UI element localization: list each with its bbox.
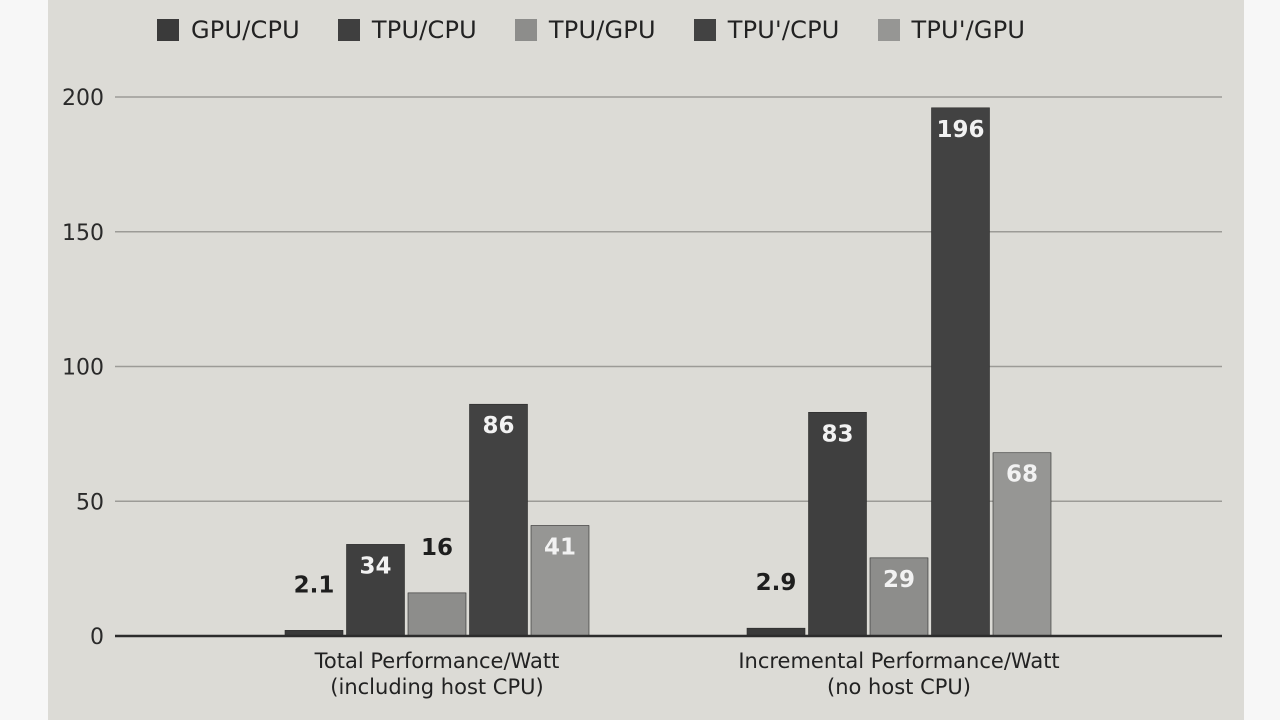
legend-item-tpu-cpu: TPU/CPU xyxy=(337,16,477,44)
legend-label: TPU'/CPU xyxy=(727,16,840,44)
legend-item-tpu-gpu: TPU/GPU xyxy=(514,16,656,44)
y-tick-label: 100 xyxy=(62,356,104,381)
data-label: 86 xyxy=(482,413,514,439)
data-label: 16 xyxy=(421,535,453,561)
data-label: 29 xyxy=(883,567,915,593)
legend-label: TPU/CPU xyxy=(371,16,477,44)
y-tick-label: 0 xyxy=(90,625,104,650)
bar xyxy=(530,525,590,637)
x-category-label: (no host CPU) xyxy=(827,675,971,699)
legend: GPU/CPU TPU/CPU TPU/GPU TPU'/CPU TPU'/GP… xyxy=(157,16,1025,44)
bar xyxy=(931,107,990,637)
bar xyxy=(869,557,929,637)
legend-swatch xyxy=(337,19,360,41)
bar xyxy=(407,592,467,637)
legend-item-gpu-cpu: GPU/CPU xyxy=(157,16,300,44)
bar xyxy=(469,403,528,637)
legend-label: TPU'/GPU xyxy=(911,16,1026,44)
x-category-label: Incremental Performance/Watt xyxy=(738,649,1059,673)
legend-swatch xyxy=(877,19,900,41)
legend-item-tpu-prime-cpu: TPU'/CPU xyxy=(693,16,840,44)
y-tick-label: 50 xyxy=(76,490,104,515)
y-tick-label: 150 xyxy=(62,221,104,246)
data-label: 196 xyxy=(936,117,984,143)
data-label: 2.1 xyxy=(294,572,335,598)
legend-swatch xyxy=(157,19,179,41)
data-label: 34 xyxy=(359,553,391,579)
legend-swatch xyxy=(693,19,716,41)
bar xyxy=(992,452,1052,637)
data-label: 83 xyxy=(821,421,853,447)
x-category-label: (including host CPU) xyxy=(330,675,543,699)
data-label: 2.9 xyxy=(756,570,797,596)
legend-label: GPU/CPU xyxy=(191,16,300,44)
data-label: 41 xyxy=(544,535,576,561)
legend-item-tpu-prime-gpu: TPU'/GPU xyxy=(877,16,1026,44)
y-tick-label: 200 xyxy=(62,86,104,111)
legend-label: TPU/GPU xyxy=(548,16,656,44)
data-label: 68 xyxy=(1006,462,1038,488)
x-category-label: Total Performance/Watt xyxy=(314,649,560,673)
bar xyxy=(808,412,867,637)
legend-swatch xyxy=(514,19,537,41)
